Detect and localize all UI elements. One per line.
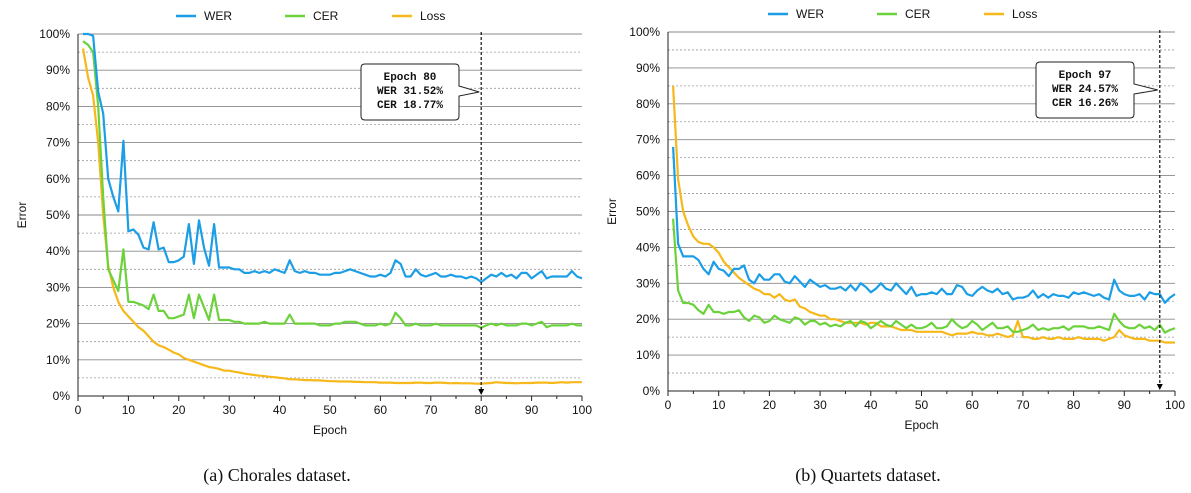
y-tick-label: 90% [636, 61, 660, 75]
callout-line: CER 18.77% [377, 100, 443, 112]
x-tick-label: 80 [475, 403, 489, 417]
y-tick-label: 80% [46, 99, 70, 113]
y-axis-label: Error [15, 202, 29, 229]
legend-label-cer: CER [905, 7, 931, 21]
y-tick-label: 20% [636, 312, 660, 326]
figure-caption: (b) Quartets dataset. [795, 465, 940, 486]
y-tick-label: 20% [46, 317, 70, 331]
x-tick-label: 30 [223, 403, 237, 417]
y-tick-label: 70% [46, 136, 70, 150]
legend-label-wer: WER [796, 7, 824, 21]
x-tick-label: 20 [172, 403, 186, 417]
y-tick-label: 50% [636, 205, 660, 219]
best-epoch-marker-arrow [1156, 384, 1163, 390]
x-tick-label: 0 [665, 398, 672, 412]
y-tick-label: 10% [46, 353, 70, 367]
x-tick-label: 60 [966, 398, 980, 412]
x-tick-label: 60 [374, 403, 388, 417]
callout-line: Epoch 80 [384, 72, 437, 84]
x-axis-label: Epoch [313, 423, 347, 437]
y-tick-label: 50% [46, 208, 70, 222]
x-tick-label: 70 [424, 403, 438, 417]
x-tick-label: 90 [1118, 398, 1132, 412]
y-tick-label: 0% [53, 389, 71, 403]
x-tick-label: 0 [75, 403, 82, 417]
x-tick-label: 10 [712, 398, 726, 412]
y-tick-label: 0% [643, 384, 661, 398]
x-tick-label: 70 [1016, 398, 1030, 412]
y-tick-label: 60% [46, 172, 70, 186]
series-line-wer [672, 146, 1176, 304]
y-tick-label: 70% [636, 133, 660, 147]
series-line-wer [83, 32, 583, 284]
callout-line: WER 24.57% [1052, 84, 1118, 96]
y-tick-label: 80% [636, 97, 660, 111]
x-tick-label: 10 [122, 403, 136, 417]
legend-label-cer: CER [313, 9, 339, 23]
callout-line: Epoch 97 [1059, 70, 1112, 82]
y-tick-label: 40% [636, 240, 660, 254]
chart-panel-0: 0% 10% 20% 30% 40% 50% 60% 70% 80% 90% 100% 0 10 20 30… [15, 9, 592, 486]
y-tick-label: 90% [46, 63, 70, 77]
series-line-cer [672, 218, 1176, 334]
series-line-loss [672, 85, 1175, 344]
series-line-cer [82, 40, 582, 329]
best-epoch-callout-box [1035, 61, 1158, 119]
y-tick-label: 60% [636, 169, 660, 183]
x-tick-label: 50 [323, 403, 337, 417]
x-tick-label: 30 [813, 398, 827, 412]
x-tick-label: 90 [525, 403, 539, 417]
series-line-loss [81, 48, 582, 385]
legend-label-loss: Loss [420, 9, 445, 23]
chart-panel-1: 0% 10% 20% 30% 40% 50% 60% 70% 80% 90% 100% 0 10 20 30… [605, 7, 1185, 486]
y-tick-label: 100% [39, 27, 70, 41]
y-tick-label: 10% [636, 348, 660, 362]
x-axis-label: Epoch [904, 418, 938, 432]
x-tick-label: 100 [1165, 398, 1185, 412]
legend-label-loss: Loss [1012, 7, 1037, 21]
callout-line: CER 16.26% [1052, 98, 1118, 110]
best-epoch-callout-box [360, 63, 480, 121]
y-tick-label: 100% [629, 25, 660, 39]
x-tick-label: 40 [864, 398, 878, 412]
y-tick-label: 30% [46, 280, 70, 294]
callout-line: WER 31.52% [377, 86, 443, 98]
y-tick-label: 40% [46, 244, 70, 258]
y-axis-label: Error [605, 198, 619, 225]
legend-label-wer: WER [204, 9, 232, 23]
figure-caption: (a) Chorales dataset. [203, 465, 350, 486]
best-epoch-marker-arrow [478, 389, 485, 395]
x-tick-label: 40 [273, 403, 287, 417]
x-tick-label: 20 [763, 398, 777, 412]
x-tick-label: 50 [915, 398, 929, 412]
x-tick-label: 80 [1067, 398, 1081, 412]
y-tick-label: 30% [636, 276, 660, 290]
x-tick-label: 100 [572, 403, 592, 417]
